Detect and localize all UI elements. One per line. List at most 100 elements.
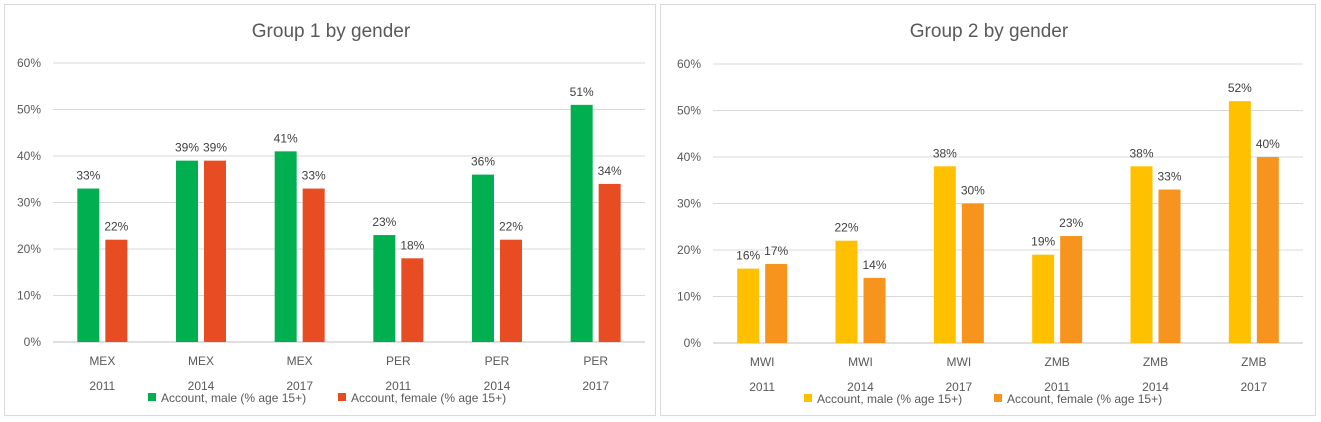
- x-tick-label: 2017: [286, 379, 313, 393]
- bar: [302, 188, 325, 342]
- bar: [401, 258, 424, 342]
- chart-title: Group 2 by gender: [910, 21, 1069, 42]
- y-tick-label: 30%: [677, 197, 701, 211]
- legend-swatch: [994, 394, 1002, 402]
- x-tick-label: MEX: [287, 354, 313, 368]
- y-tick-label: 50%: [677, 104, 701, 118]
- data-label: 22%: [104, 220, 128, 234]
- data-label: 19%: [1031, 235, 1055, 249]
- x-tick-label: 2014: [1142, 380, 1169, 394]
- y-tick-label: 20%: [17, 242, 41, 256]
- y-tick-label: 10%: [17, 289, 41, 303]
- data-label: 52%: [1228, 81, 1252, 95]
- y-tick-label: 60%: [677, 57, 701, 71]
- y-tick-label: 0%: [24, 335, 42, 349]
- legend-swatch: [804, 394, 812, 402]
- data-label: 22%: [834, 221, 858, 235]
- y-tick-label: 50%: [17, 103, 41, 117]
- x-tick-label: MEX: [89, 354, 115, 368]
- bar: [1060, 236, 1083, 343]
- x-tick-label: 2014: [484, 379, 511, 393]
- data-label: 14%: [862, 258, 886, 272]
- data-label: 40%: [1256, 137, 1280, 151]
- bar: [1228, 101, 1251, 343]
- bar: [961, 203, 984, 343]
- x-tick-label: MEX: [188, 354, 214, 368]
- chart-panel-group-2: Group 2 by gender 0% 10% 20% 30% 40% 50% 60% 16…: [660, 4, 1316, 416]
- y-tick-label: 30%: [17, 196, 41, 210]
- y-tick-label: 20%: [677, 243, 701, 257]
- legend-label: Account, male (% age 15+): [161, 391, 306, 405]
- chart-svg-group-1: Group 1 by gender 0% 10% 20% 30% 40% 50% 60% 33…: [17, 21, 645, 405]
- legend-swatch: [338, 393, 346, 401]
- y-tick-label: 60%: [17, 56, 41, 70]
- chart-panel-group-1: Group 1 by gender 0% 10% 20% 30% 40% 50% 60% 33…: [4, 4, 656, 416]
- y-tick-label: 0%: [684, 336, 702, 350]
- bar: [1158, 189, 1181, 343]
- bar: [765, 263, 788, 343]
- x-tick-label: MWI: [848, 355, 873, 369]
- x-tick-label: 2011: [89, 379, 115, 393]
- x-tick-label: MWI: [750, 355, 775, 369]
- data-label: 38%: [933, 146, 957, 160]
- data-label: 36%: [471, 155, 495, 169]
- bar: [1130, 166, 1153, 343]
- legend-label: Account, male (% age 15+): [817, 392, 962, 406]
- x-tick-label: ZMB: [1241, 355, 1266, 369]
- bar: [570, 104, 593, 342]
- data-label: 39%: [175, 141, 199, 155]
- x-tick-label: 2011: [385, 379, 411, 393]
- y-tick-label: 40%: [677, 150, 701, 164]
- x-tick-label: 2014: [188, 379, 215, 393]
- data-label: 33%: [76, 169, 100, 183]
- x-tick-label: ZMB: [1044, 355, 1069, 369]
- bar: [105, 239, 128, 342]
- bar: [500, 239, 522, 342]
- legend-label: Account, female (% age 15+): [351, 391, 506, 405]
- data-label: 23%: [372, 215, 396, 229]
- bar: [1256, 157, 1279, 343]
- data-label: 51%: [570, 85, 594, 99]
- data-label: 33%: [302, 169, 326, 183]
- bar: [863, 277, 886, 343]
- x-tick-label: MWI: [947, 355, 972, 369]
- bar: [1032, 254, 1055, 343]
- x-tick-label: PER: [386, 354, 411, 368]
- data-label: 23%: [1059, 216, 1083, 230]
- data-label: 38%: [1129, 146, 1153, 160]
- y-tick-label: 10%: [677, 290, 701, 304]
- x-tick-label: PER: [583, 354, 608, 368]
- data-label: 33%: [1157, 170, 1181, 184]
- x-tick-label: 2011: [749, 380, 775, 394]
- y-tick-label: 40%: [17, 149, 41, 163]
- x-tick-label: 2017: [582, 379, 609, 393]
- x-tick-label: PER: [485, 354, 510, 368]
- data-label: 18%: [400, 238, 424, 252]
- x-tick-label: 2011: [1044, 380, 1070, 394]
- x-tick-label: ZMB: [1143, 355, 1168, 369]
- x-tick-label: 2017: [1240, 380, 1267, 394]
- bar: [204, 160, 226, 342]
- bar: [176, 160, 198, 342]
- bar: [598, 183, 621, 342]
- data-label: 30%: [961, 184, 985, 198]
- bar: [77, 188, 100, 342]
- data-label: 22%: [499, 220, 523, 234]
- bar: [472, 174, 494, 342]
- bar: [933, 166, 956, 343]
- bar: [835, 240, 858, 343]
- chart-svg-group-2: Group 2 by gender 0% 10% 20% 30% 40% 50% 60% 16…: [677, 21, 1303, 406]
- x-tick-label: 2017: [945, 380, 972, 394]
- data-label: 39%: [203, 141, 227, 155]
- data-label: 16%: [736, 249, 760, 263]
- chart-title: Group 1 by gender: [252, 21, 411, 42]
- bar: [373, 235, 396, 342]
- legend-swatch: [148, 393, 156, 401]
- bar: [737, 268, 760, 343]
- data-label: 34%: [598, 164, 622, 178]
- legend-label: Account, female (% age 15+): [1007, 392, 1162, 406]
- bar: [274, 151, 297, 342]
- x-tick-label: 2014: [847, 380, 874, 394]
- data-label: 17%: [764, 244, 788, 258]
- data-label: 41%: [274, 131, 298, 145]
